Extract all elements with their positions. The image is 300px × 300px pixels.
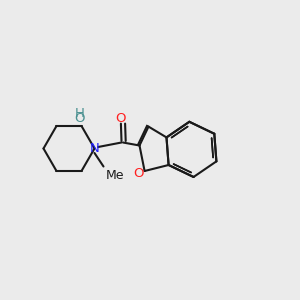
Text: O: O xyxy=(116,112,126,125)
Text: H: H xyxy=(74,107,84,120)
Text: Me: Me xyxy=(106,169,124,182)
Text: N: N xyxy=(90,142,100,155)
Text: O: O xyxy=(74,112,85,125)
Text: O: O xyxy=(133,167,144,180)
